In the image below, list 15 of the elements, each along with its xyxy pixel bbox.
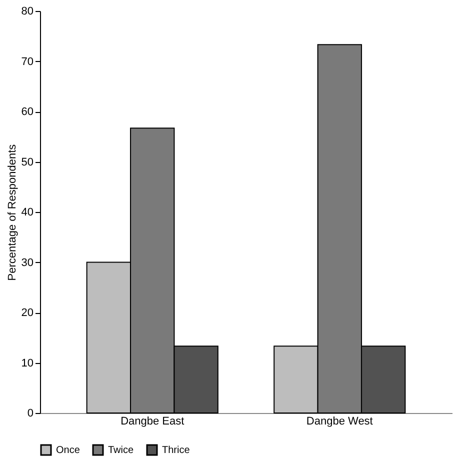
y-axis-title: Percentage of Respondents — [6, 144, 18, 281]
y-tick-label: 20 — [21, 307, 34, 319]
y-tick-label: 40 — [21, 206, 34, 218]
x-tick-label: Dangbe East — [120, 416, 184, 428]
x-tick-label: Dangbe West — [306, 416, 373, 428]
y-tick-label: 30 — [21, 256, 34, 269]
legend-label: Once — [56, 445, 80, 456]
y-tick-label: 50 — [21, 156, 34, 168]
y-tick-label: 0 — [27, 408, 34, 420]
legend-label: Thrice — [162, 445, 190, 456]
y-tick-label: 60 — [21, 106, 34, 118]
y-tick-label: 10 — [21, 357, 34, 370]
y-tick-label: 80 — [21, 6, 34, 18]
y-tick-label: 70 — [21, 56, 34, 68]
legend-label: Twice — [108, 445, 134, 456]
